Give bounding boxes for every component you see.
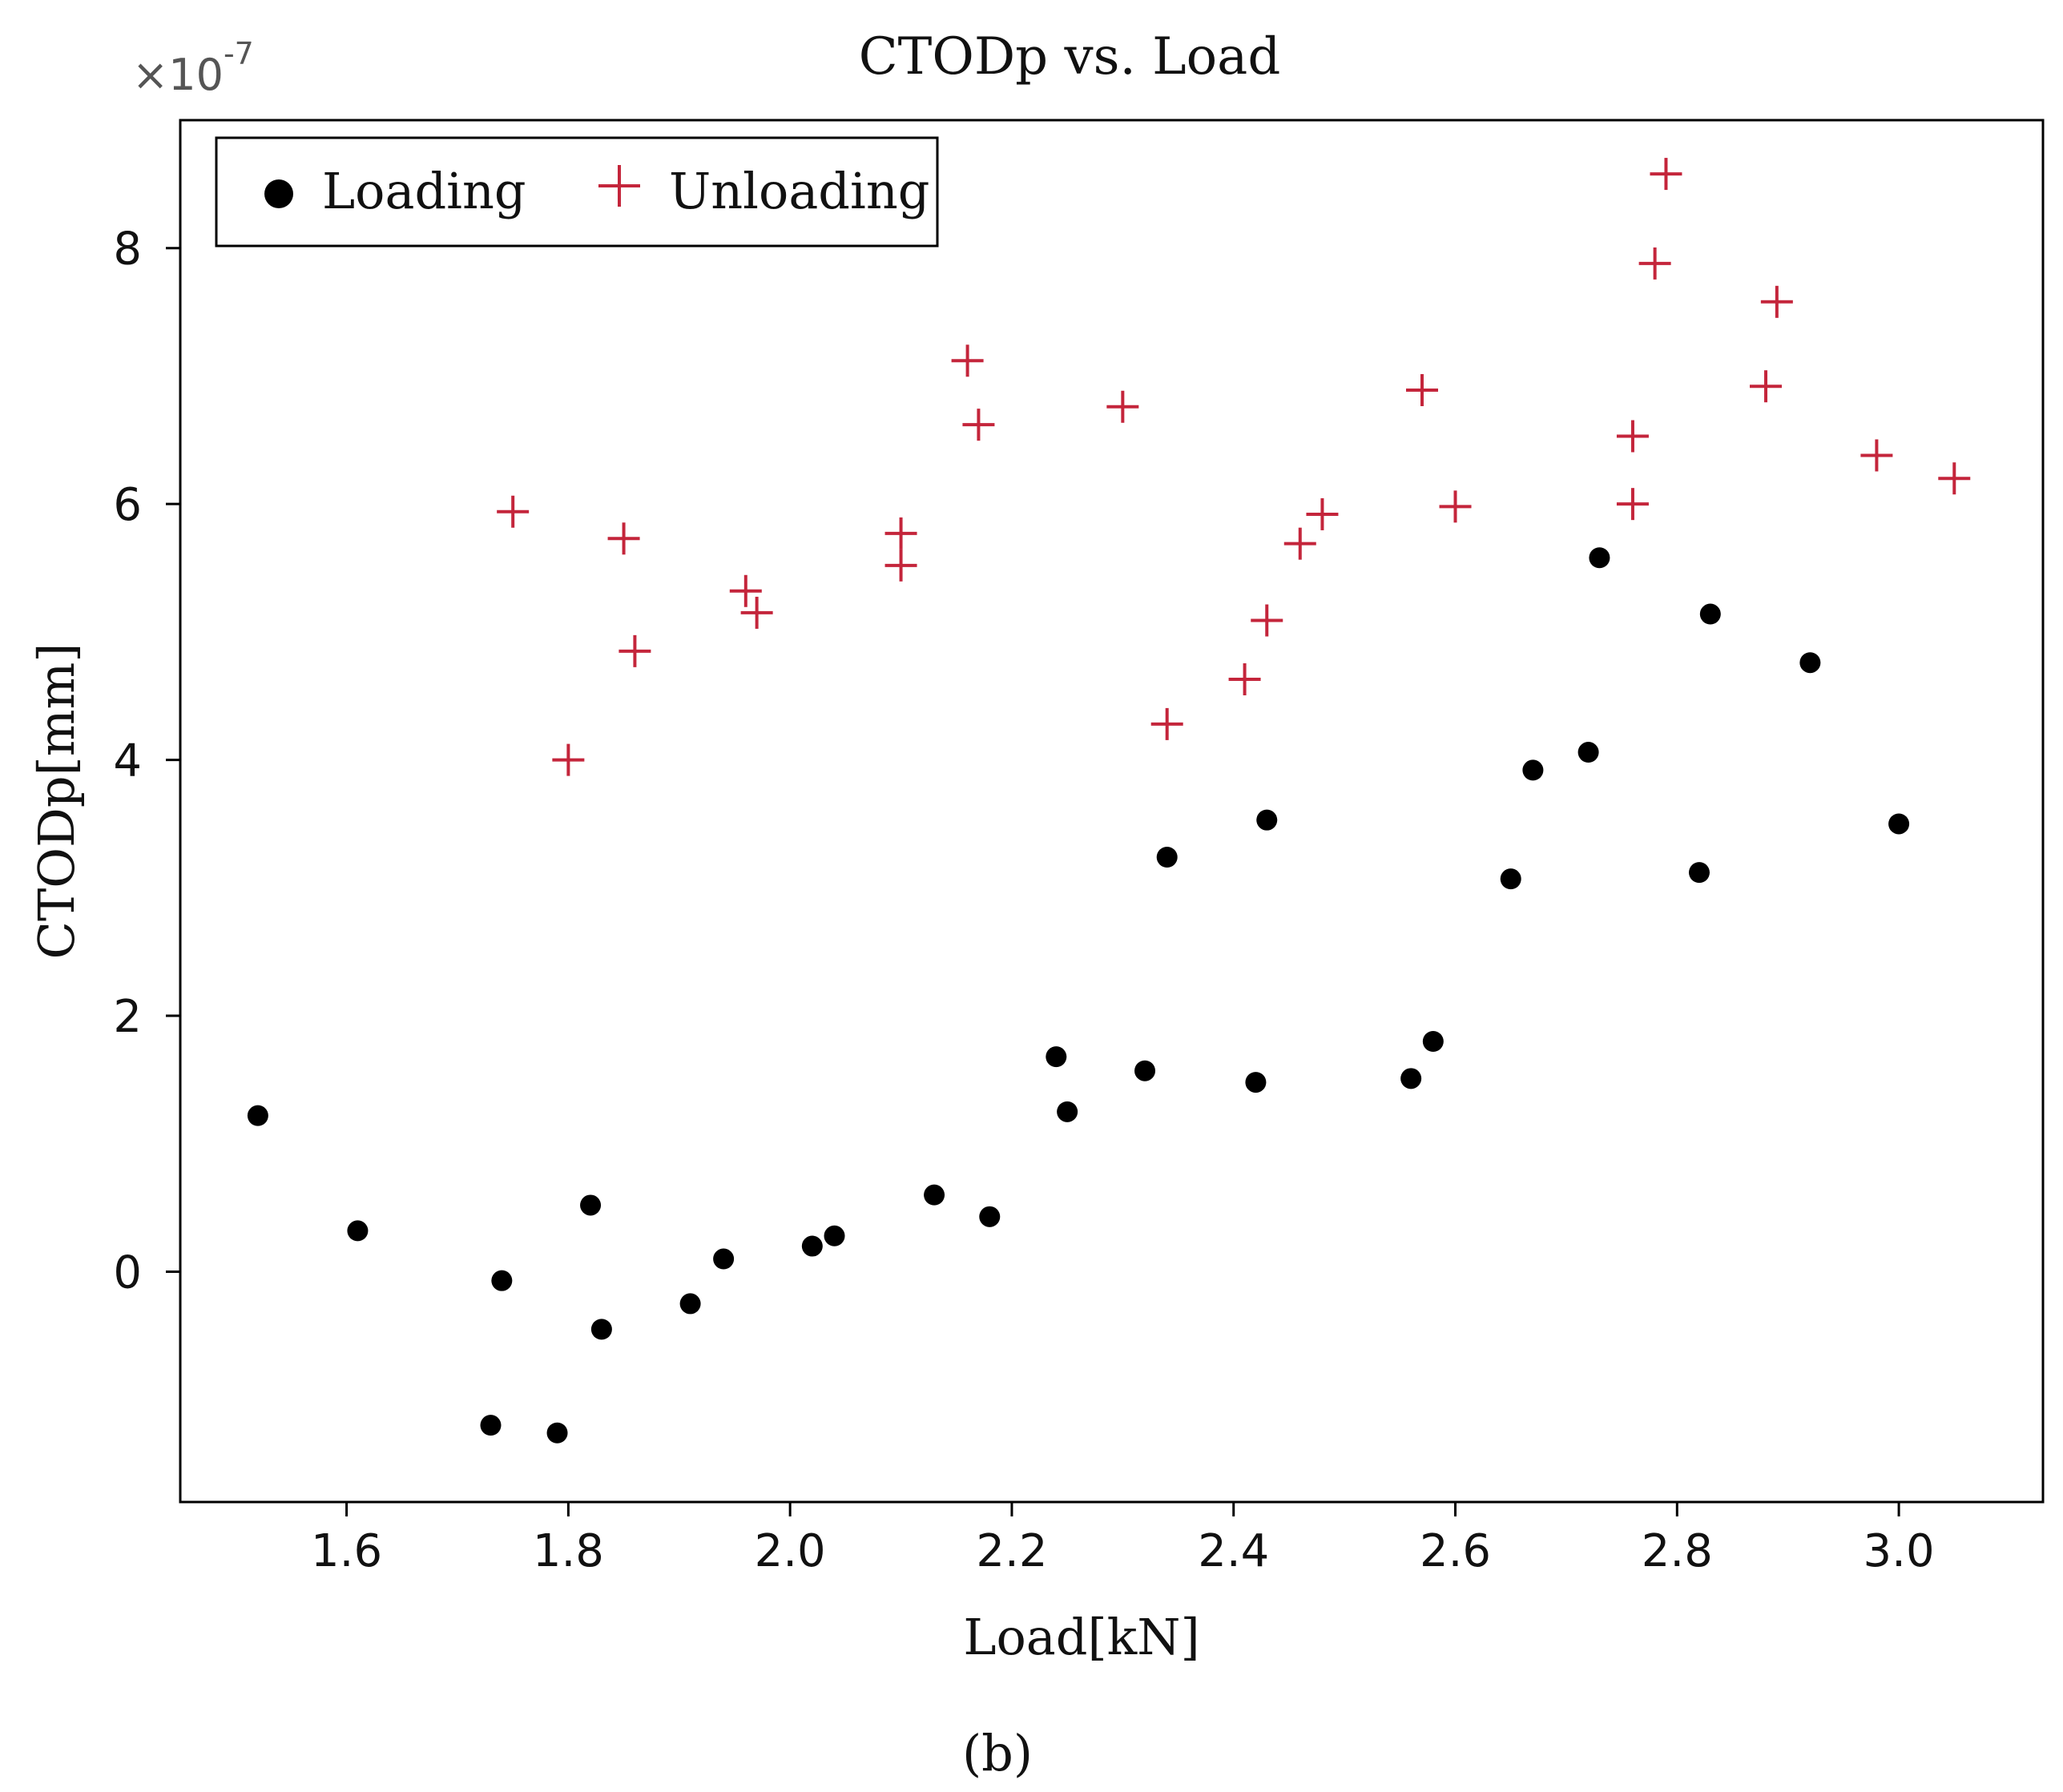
point-unloading [962,409,995,441]
point-loading [1500,868,1521,890]
point-loading [979,1206,1001,1227]
point-loading [1245,1072,1267,1093]
y-axis-ticks: 0 2 4 6 8 [113,223,180,1299]
legend-marker-loading [264,179,293,208]
y-tick-label: 0 [113,1247,142,1299]
point-unloading [618,634,651,667]
x-tick-label: 2.2 [976,1525,1047,1577]
point-loading [590,1319,612,1340]
y-multiplier-base: ×10 [132,50,224,100]
point-loading [491,1270,513,1291]
chart-title: CTODp vs. Load [859,27,1281,87]
point-loading [1589,547,1610,569]
point-unloading [497,495,530,528]
point-loading [480,1415,502,1436]
point-loading [1057,1101,1078,1122]
point-unloading [607,522,640,555]
point-loading [924,1184,945,1206]
y-tick-label: 6 [113,479,142,531]
y-axis-label: CTODp[mm] [27,643,86,960]
point-unloading [1860,439,1893,472]
point-unloading [1228,662,1261,695]
point-unloading [1750,370,1783,403]
x-tick-label: 2.0 [755,1525,826,1577]
point-unloading [1638,247,1671,280]
y-multiplier: ×10-7 [132,36,254,100]
x-tick-label: 1.8 [533,1525,604,1577]
point-loading [580,1194,602,1216]
x-tick-label: 3.0 [1864,1525,1935,1577]
point-unloading [552,743,585,776]
point-unloading [729,574,762,607]
x-tick-label: 2.8 [1642,1525,1713,1577]
point-unloading [740,596,773,629]
legend-label-loading: Loading [322,162,526,220]
point-unloading [1938,462,1971,495]
point-loading [1699,603,1721,625]
point-unloading [1306,497,1339,530]
point-unloading [1150,707,1183,740]
x-axis-ticks: 1.6 1.8 2.0 2.2 2.4 2.6 2.8 3.0 [311,1502,1935,1577]
point-loading [801,1235,823,1257]
y-multiplier-exponent: -7 [224,36,254,71]
point-unloading [884,549,917,582]
point-loading [679,1293,701,1315]
point-loading [1888,813,1910,835]
point-loading [1422,1031,1444,1052]
legend: Loading Unloading [215,136,939,248]
y-tick-label: 4 [113,735,142,787]
point-loading [1400,1068,1422,1089]
point-loading [1799,652,1821,674]
x-axis-label: Load[kN] [963,1608,1199,1666]
point-unloading [1439,490,1472,523]
point-loading [1156,847,1178,868]
figure-caption: (b) [962,1724,1033,1782]
plot-frame [179,119,2045,1504]
point-loading [1256,809,1278,831]
point-loading [247,1105,268,1126]
point-unloading [1760,285,1793,318]
point-loading [1688,862,1710,884]
point-unloading [1251,604,1283,637]
x-tick-label: 2.4 [1198,1525,1269,1577]
x-tick-label: 2.6 [1420,1525,1491,1577]
point-unloading [884,517,917,550]
point-loading [546,1422,568,1444]
x-tick-label: 1.6 [311,1525,382,1577]
y-tick-label: 8 [113,223,142,276]
point-unloading [1616,420,1649,453]
point-unloading [1106,390,1139,423]
point-loading [1046,1046,1067,1068]
point-unloading [951,344,984,377]
point-unloading [1616,488,1649,521]
legend-label-unloading: Unloading [669,162,929,220]
point-unloading [1283,527,1316,560]
legend-box [215,136,939,248]
data-points [247,158,1971,1444]
point-unloading [1650,158,1682,191]
point-loading [347,1220,369,1242]
legend-marker-unloading [598,165,640,207]
y-tick-label: 2 [113,991,142,1043]
point-unloading [1406,374,1438,407]
point-loading [713,1248,735,1270]
point-loading [1577,742,1599,763]
point-loading [824,1225,845,1246]
point-loading [1522,759,1544,781]
point-loading [1134,1060,1156,1081]
